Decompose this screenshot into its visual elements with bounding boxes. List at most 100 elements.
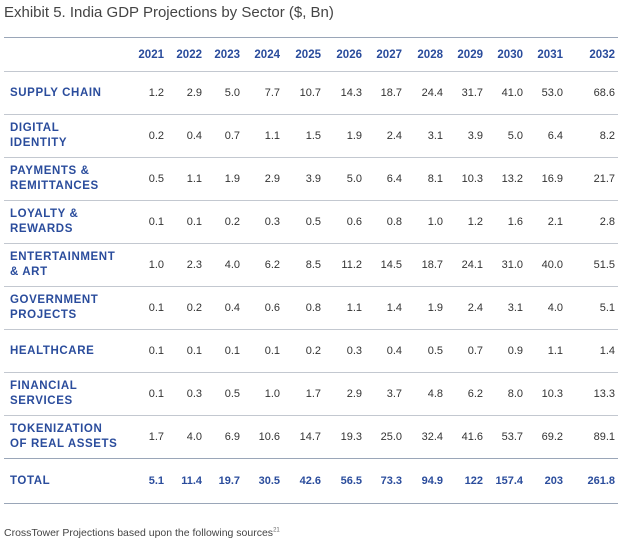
value-cell: 1.5 <box>305 130 321 142</box>
value-cell: 31.7 <box>461 87 483 99</box>
sector-label-line: OF REAL ASSETS <box>10 438 118 450</box>
value-cell: 4.0 <box>547 302 563 314</box>
value-cell: 5.1 <box>599 302 615 314</box>
value-cell: 0.7 <box>467 345 483 357</box>
table-row: GOVERNMENT PROJECTS 0.1 0.2 0.4 0.6 0.8 1.1 1.4 1… <box>4 286 618 330</box>
value-cell: 1.4 <box>386 302 402 314</box>
value-cell: 18.7 <box>421 259 443 271</box>
value-cell: 41.0 <box>501 87 523 99</box>
total-value-cell: 5.1 <box>148 475 164 487</box>
value-cell: 2.4 <box>386 130 402 142</box>
value-cell: 0.4 <box>186 130 202 142</box>
year-header-2030: 2030 <box>497 48 523 61</box>
value-cell: 3.7 <box>386 388 402 400</box>
table-body: SUPPLY CHAIN 1.2 2.9 5.0 7.7 10.7 14.3 18.7 24.4… <box>4 71 618 504</box>
value-cell: 0.9 <box>507 345 523 357</box>
header-label-cell <box>4 38 134 72</box>
value-cell: 1.9 <box>427 302 443 314</box>
value-cell: 2.4 <box>467 302 483 314</box>
value-cell: 1.1 <box>186 173 202 185</box>
value-cell: 4.8 <box>427 388 443 400</box>
total-value-cell: 56.5 <box>340 475 362 487</box>
value-cell: 21.7 <box>593 173 615 185</box>
value-cell: 69.2 <box>541 431 563 443</box>
value-cell: 51.5 <box>593 259 615 271</box>
value-cell: 0.4 <box>386 345 402 357</box>
year-header-2026: 2026 <box>336 48 362 61</box>
sector-label: DIGITAL IDENTITY <box>4 115 134 158</box>
year-header-2029: 2029 <box>457 48 483 61</box>
sector-label-line: TOKENIZATION <box>10 423 103 435</box>
sector-label-line: SERVICES <box>10 395 73 407</box>
value-cell: 0.1 <box>148 345 164 357</box>
value-cell: 8.1 <box>427 173 443 185</box>
table-row: ENTERTAINMENT & ART 1.0 2.3 4.0 6.2 8.5 11.2 14.… <box>4 243 618 287</box>
total-value-cell: 11.4 <box>181 475 202 487</box>
source-footnote: CrossTower Projections based upon the fo… <box>4 527 280 539</box>
value-cell: 0.3 <box>186 388 202 400</box>
value-cell: 0.2 <box>224 216 240 228</box>
table-row: SUPPLY CHAIN 1.2 2.9 5.0 7.7 10.7 14.3 18.7 24.4… <box>4 71 618 115</box>
table-row: DIGITAL IDENTITY 0.2 0.4 0.7 1.1 1.5 1.9 2.4 3.1 3… <box>4 114 618 158</box>
value-cell: 0.1 <box>264 345 280 357</box>
value-cell: 2.8 <box>599 216 615 228</box>
value-cell: 0.5 <box>224 388 240 400</box>
value-cell: 0.1 <box>186 345 202 357</box>
value-cell: 0.2 <box>305 345 321 357</box>
value-cell: 1.0 <box>264 388 280 400</box>
total-value-cell: 203 <box>544 475 563 487</box>
value-cell: 1.1 <box>547 345 563 357</box>
total-value-cell: 157.4 <box>495 475 523 487</box>
year-header-2025: 2025 <box>295 48 321 61</box>
value-cell: 13.3 <box>593 388 615 400</box>
value-cell: 6.2 <box>467 388 483 400</box>
value-cell: 32.4 <box>421 431 443 443</box>
value-cell: 14.5 <box>380 259 402 271</box>
value-cell: 1.2 <box>467 216 483 228</box>
sector-label-line: ENTERTAINMENT <box>10 251 116 263</box>
value-cell: 0.5 <box>427 345 443 357</box>
footnote-text: CrossTower Projections based upon the fo… <box>4 527 274 539</box>
value-cell: 31.0 <box>501 259 523 271</box>
year-header-2031: 2031 <box>537 48 563 61</box>
footnote-reference: 21 <box>273 527 280 534</box>
sector-label-line: PAYMENTS & <box>10 165 90 177</box>
sector-label-line: HEALTHCARE <box>10 344 95 357</box>
value-cell: 6.9 <box>224 431 240 443</box>
value-cell: 0.5 <box>305 216 321 228</box>
sector-label: TOKENIZATION OF REAL ASSETS <box>4 416 134 459</box>
year-header-2024: 2024 <box>254 48 280 61</box>
value-cell: 0.7 <box>224 130 240 142</box>
value-cell: 10.7 <box>299 87 321 99</box>
value-cell: 8.2 <box>599 130 615 142</box>
total-row: TOTAL 5.1 11.4 19.7 30.5 42.6 56.5 73.3 94.9 122 1… <box>4 458 618 504</box>
sector-label: ENTERTAINMENT & ART <box>4 244 134 287</box>
value-cell: 10.3 <box>541 388 563 400</box>
value-cell: 11.2 <box>341 259 362 271</box>
value-cell: 10.6 <box>258 431 280 443</box>
value-cell: 14.3 <box>340 87 362 99</box>
total-label: TOTAL <box>10 474 51 487</box>
value-cell: 2.3 <box>186 259 202 271</box>
value-cell: 24.1 <box>461 259 483 271</box>
value-cell: 8.5 <box>305 259 321 271</box>
year-header-2028: 2028 <box>417 48 443 61</box>
value-cell: 0.1 <box>186 216 202 228</box>
value-cell: 19.3 <box>340 431 362 443</box>
value-cell: 1.9 <box>224 173 240 185</box>
value-cell: 89.1 <box>593 431 615 443</box>
value-cell: 6.4 <box>547 130 563 142</box>
value-cell: 53.7 <box>501 431 523 443</box>
value-cell: 5.0 <box>507 130 523 142</box>
value-cell: 0.6 <box>264 302 280 314</box>
value-cell: 0.3 <box>346 345 362 357</box>
total-value-cell: 261.8 <box>587 475 615 487</box>
total-value-cell: 30.5 <box>258 475 280 487</box>
sector-label: HEALTHCARE <box>4 330 134 373</box>
year-header-2032: 2032 <box>589 48 615 61</box>
value-cell: 2.9 <box>186 87 202 99</box>
value-cell: 16.9 <box>541 173 563 185</box>
sector-label: FINANCIAL SERVICES <box>4 373 134 416</box>
value-cell: 6.4 <box>386 173 402 185</box>
value-cell: 0.6 <box>346 216 362 228</box>
